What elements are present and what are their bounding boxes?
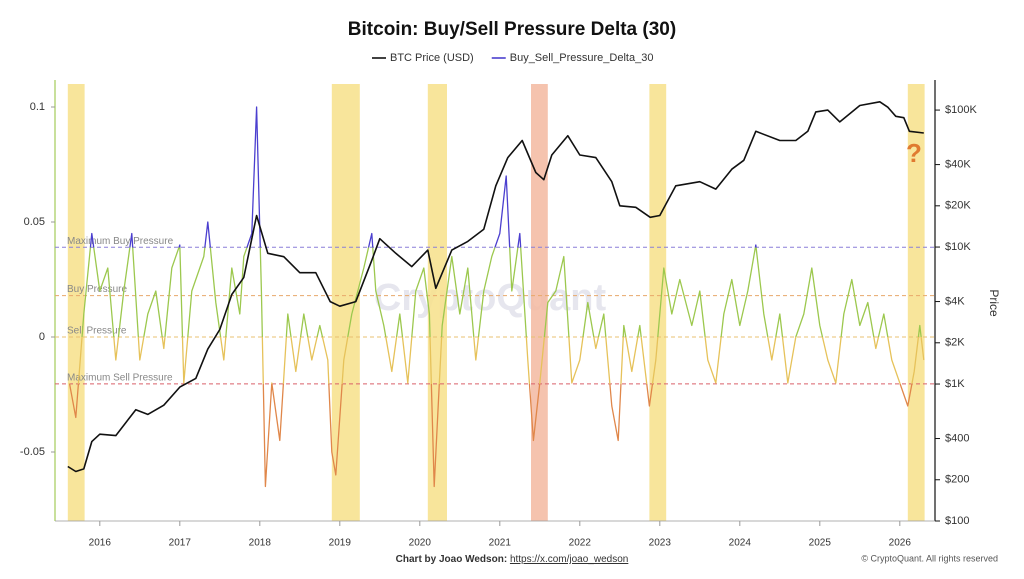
highlight-band [331,84,360,521]
y2-tick-label: $400 [945,432,969,444]
y2-tick-label: $40K [945,158,971,170]
y-tick-label: 0.1 [30,101,45,113]
y-tick-label: 0 [39,331,45,343]
x-tick-label: 2022 [569,538,592,549]
x-tick-label: 2017 [169,538,192,549]
y2-tick-label: $100K [945,104,977,116]
chart-title: Bitcoin: Buy/Sell Pressure Delta (30) [348,19,676,40]
series-line [68,106,925,488]
y2-tick-label: $2K [945,337,965,349]
x-tick-label: 2026 [889,538,912,549]
copyright: © CryptoQuant. All rights reserved [861,553,998,563]
watermark: CryptoQuant [374,277,607,319]
reference-label: Buy Pressure [67,284,127,295]
y2-tick-label: $20K [945,200,971,212]
x-tick-label: 2019 [329,538,352,549]
highlight-band [427,84,447,521]
y2-tick-label: $4K [945,295,965,307]
credit-label: Chart by Joao Wedson: [396,554,508,565]
y2-tick-label: $200 [945,474,969,486]
series-line [67,101,924,473]
highlight-band [649,84,667,521]
highlight-band [67,84,85,521]
x-tick-label: 2018 [249,538,272,549]
y2-tick-label: $100 [945,515,969,527]
reference-label: Maximum Sell Pressure [67,373,173,384]
y2-tick-label: $10K [945,241,971,253]
credit: Chart by Joao Wedson: https://x.com/joao… [396,554,629,565]
y2-axis-label: Price [987,289,1001,317]
annotation: ? [906,138,922,168]
legend-label: BTC Price (USD) [390,52,474,64]
bands [67,84,925,521]
credit-url[interactable]: https://x.com/joao_wedson [510,554,628,565]
highlight-band [907,84,925,521]
y2-tick-label: $1K [945,378,965,390]
x-tick-label: 2021 [489,538,512,549]
y-tick-label: -0.05 [20,446,45,458]
x-tick-label: 2023 [649,538,672,549]
reference-label: Maximum Buy Pressure [67,236,174,247]
reference-label: Sell Pressure [67,326,127,337]
x-tick-label: 2020 [409,538,432,549]
x-tick-label: 2025 [809,538,832,549]
plot: 0.1 0.05 0 -0.05 $100K $40K $20K $10K $4K $2K $1K $… [20,52,978,549]
legend-label: Buy_Sell_Pressure_Delta_30 [510,52,654,64]
highlight-band [531,84,548,521]
x-tick-label: 2024 [729,538,752,549]
x-tick-label: 2016 [89,538,112,549]
y-tick-label: 0.05 [24,216,45,228]
